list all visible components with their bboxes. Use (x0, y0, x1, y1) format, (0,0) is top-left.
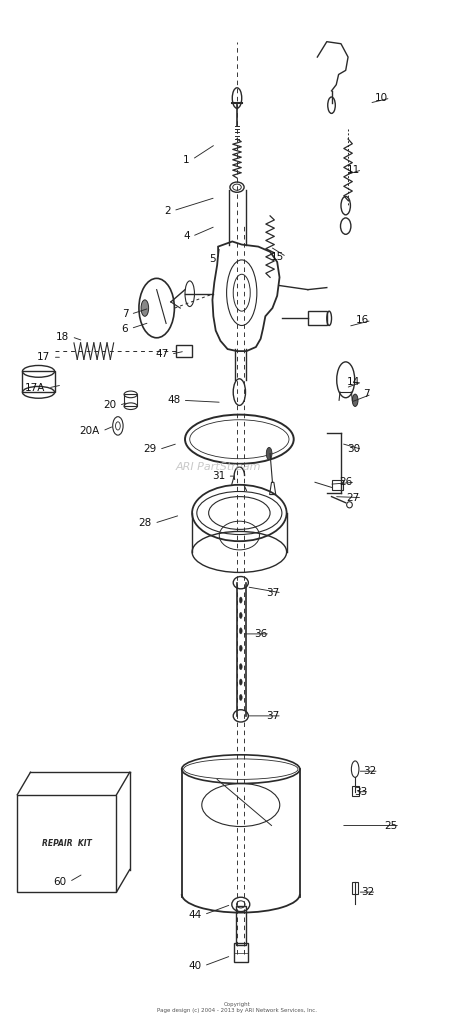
Text: 37: 37 (266, 588, 280, 598)
Text: 5: 5 (209, 253, 216, 264)
Bar (17, 795, 117, 892)
Text: 28: 28 (139, 518, 152, 528)
Text: 31: 31 (212, 471, 225, 481)
Text: 20: 20 (103, 400, 117, 410)
Text: REPAIR  KIT: REPAIR KIT (42, 839, 92, 847)
Bar (124, 394, 137, 406)
Text: 7: 7 (363, 389, 369, 399)
Text: 14: 14 (346, 377, 360, 387)
Text: 17: 17 (37, 352, 50, 362)
Bar (331, 480, 343, 490)
Bar (352, 786, 359, 796)
Text: 37: 37 (266, 711, 280, 721)
Text: 4: 4 (183, 231, 190, 241)
Text: 32: 32 (361, 887, 374, 897)
Text: 16: 16 (356, 315, 369, 325)
Text: 47: 47 (155, 349, 168, 359)
Bar (352, 882, 358, 894)
Circle shape (239, 628, 242, 634)
Circle shape (239, 664, 242, 670)
Text: 60: 60 (54, 877, 67, 886)
Text: 25: 25 (384, 821, 398, 830)
Text: 40: 40 (189, 961, 201, 971)
Text: 26: 26 (339, 477, 353, 487)
Text: 6: 6 (122, 323, 128, 333)
Circle shape (266, 447, 272, 460)
Text: 17A: 17A (25, 383, 46, 393)
Text: 11: 11 (346, 165, 360, 174)
Circle shape (239, 645, 242, 652)
Circle shape (239, 613, 242, 619)
Text: 29: 29 (144, 444, 156, 455)
Text: 10: 10 (375, 93, 388, 103)
Text: 7: 7 (122, 309, 128, 319)
Circle shape (239, 597, 242, 603)
Circle shape (141, 300, 149, 316)
Text: 27: 27 (346, 492, 360, 503)
Text: 20A: 20A (80, 426, 100, 436)
Text: 36: 36 (255, 629, 268, 639)
Bar (236, 906, 246, 945)
Text: 15: 15 (271, 251, 284, 262)
Bar (175, 345, 192, 357)
Text: Copyright
Page design (c) 2004 - 2013 by ARI Network Services, Inc.: Copyright Page design (c) 2004 - 2013 by… (157, 1002, 317, 1013)
Text: 32: 32 (363, 766, 376, 777)
Bar (22, 371, 55, 392)
Text: 48: 48 (167, 395, 180, 405)
Text: 33: 33 (354, 787, 367, 797)
Circle shape (239, 695, 242, 701)
Bar (308, 311, 327, 325)
Bar (234, 943, 248, 961)
Text: ARI PartStream: ARI PartStream (175, 462, 261, 472)
Text: 2: 2 (164, 206, 171, 215)
Text: 1: 1 (183, 155, 190, 164)
Circle shape (352, 394, 358, 406)
Text: 18: 18 (56, 331, 69, 342)
Text: 44: 44 (188, 910, 201, 919)
Text: 30: 30 (347, 444, 360, 455)
Circle shape (239, 679, 242, 685)
